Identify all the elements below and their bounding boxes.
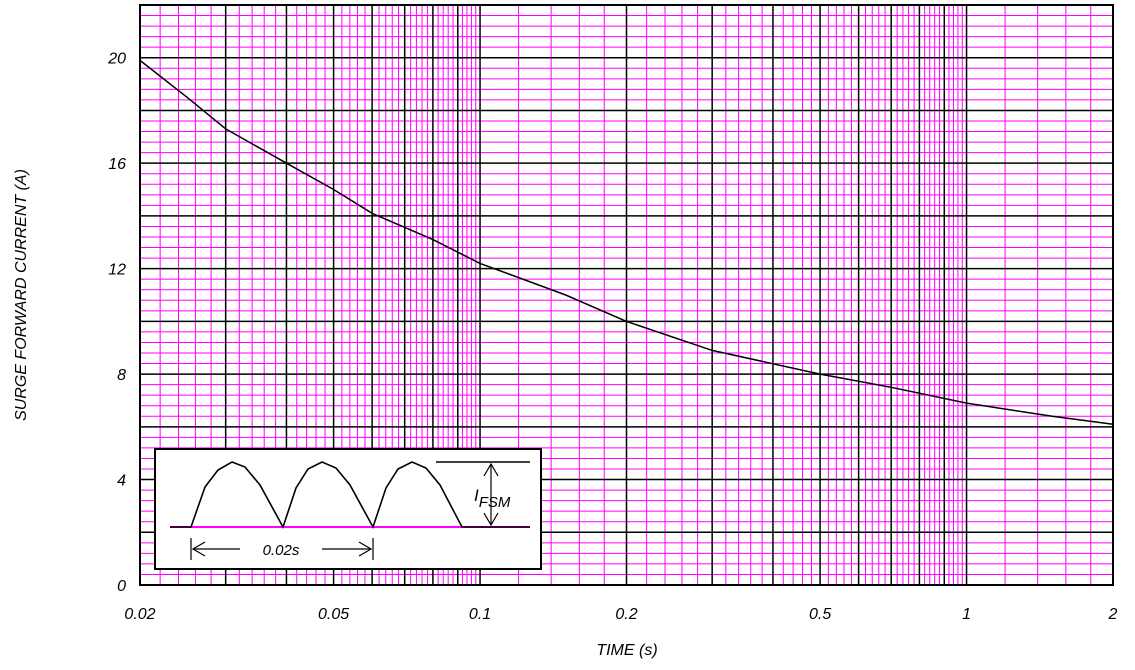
- x-axis-title: TIME (s): [596, 642, 657, 659]
- y-axis-title: SURGE FORWARD CURRENT (A): [13, 169, 30, 421]
- plot-frame: [139, 4, 1114, 586]
- x-tick-label: 2: [1108, 606, 1118, 623]
- amplitude-label: IFSM: [474, 486, 511, 511]
- x-tick-label: 0.2: [615, 606, 637, 623]
- period-arrowhead-right: [358, 541, 373, 557]
- inset-waveform: [170, 461, 530, 529]
- series-line: [139, 59, 1114, 425]
- amplitude-arrowhead-top: [483, 462, 499, 477]
- period-arrowhead-left: [191, 541, 206, 557]
- x-axis-ticks: 0.02 0.05 0.1 0.2 0.5 1 2: [124, 606, 1117, 623]
- y-tick-label: 16: [108, 156, 126, 173]
- period-label: 0.02s: [263, 542, 300, 559]
- x-tick-label: 1: [962, 606, 971, 623]
- y-axis-ticks: 0 4 8 12 16 20: [107, 51, 126, 595]
- y-tick-label: 4: [117, 473, 126, 490]
- x-tick-label: 0.02: [124, 606, 155, 623]
- y-tick-label: 8: [117, 367, 126, 384]
- x-tick-label: 0.5: [809, 606, 831, 623]
- major-grid: [140, 5, 1113, 585]
- y-tick-label: 0: [117, 578, 126, 595]
- y-tick-label: 20: [107, 51, 126, 68]
- y-tick-label: 12: [108, 262, 126, 279]
- amplitude-arrowhead-bottom: [483, 512, 499, 527]
- x-tick-label: 0.1: [469, 606, 491, 623]
- waveform-inset: IFSM 0.02s: [154, 448, 542, 570]
- x-tick-label: 0.05: [318, 606, 349, 623]
